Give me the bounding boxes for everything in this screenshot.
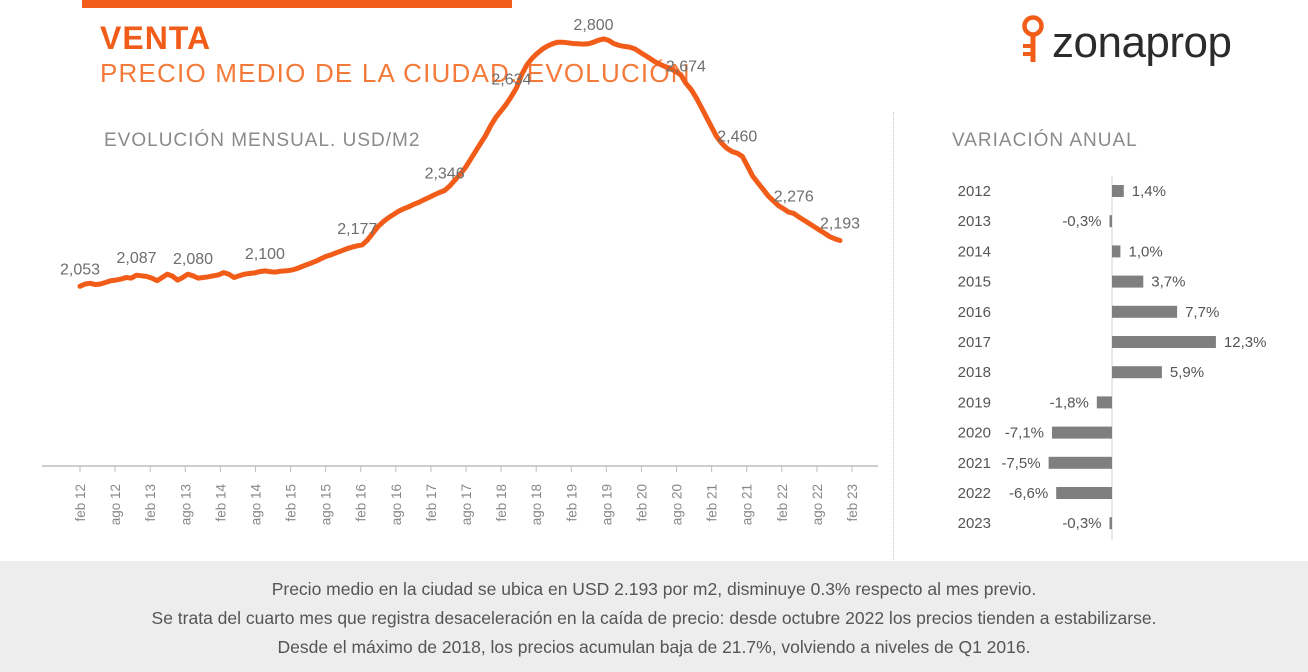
bar-value-label: 1,4% — [1132, 183, 1166, 200]
x-tick-label: feb 13 — [143, 484, 158, 522]
bar-category-label: 2018 — [958, 364, 991, 381]
data-label: 2,193 — [820, 216, 860, 233]
bar-category-label: 2021 — [958, 455, 991, 472]
x-tick-label: feb 14 — [213, 484, 228, 522]
x-tick-label: ago 12 — [108, 484, 123, 525]
bar-value-label: 3,7% — [1151, 274, 1185, 291]
bar — [1052, 426, 1112, 439]
x-tick-label: feb 19 — [564, 484, 579, 522]
data-label: 2,087 — [116, 250, 156, 267]
bar-category-label: 2022 — [958, 485, 991, 502]
zonaprop-logo: zonaprop — [1018, 14, 1268, 74]
page-title: VENTA — [100, 20, 212, 56]
bar-value-label: -7,5% — [1001, 455, 1040, 472]
bar-category-label: 2015 — [958, 274, 991, 291]
data-label: 2,346 — [425, 166, 465, 183]
data-label: 2,053 — [60, 261, 100, 278]
x-tick-label: feb 21 — [705, 484, 720, 522]
data-label: 2,674 — [666, 58, 706, 75]
bar-value-label: 5,9% — [1170, 364, 1204, 381]
bar — [1109, 517, 1112, 530]
bar-category-label: 2013 — [958, 213, 991, 230]
logo-wordmark: zonaprop — [1052, 18, 1232, 67]
footer-summary: Precio medio en la ciudad se ubica en US… — [0, 561, 1308, 672]
bar — [1112, 245, 1121, 258]
bar-category-label: 2014 — [958, 243, 991, 260]
x-tick-label: feb 17 — [424, 484, 439, 522]
top-accent-bar — [82, 0, 512, 8]
bar — [1112, 305, 1178, 318]
bar — [1112, 185, 1124, 197]
x-tick-label: ago 15 — [319, 484, 334, 525]
bar — [1112, 275, 1144, 288]
bar-category-label: 2023 — [958, 515, 991, 532]
data-label: 2,634 — [491, 71, 531, 88]
x-tick-label: feb 22 — [775, 484, 790, 522]
bar — [1112, 336, 1216, 348]
data-label: 2,177 — [337, 221, 377, 238]
bar-value-label: 12,3% — [1224, 334, 1267, 351]
footer-line-2: Se trata del cuarto mes que registra des… — [151, 608, 1157, 628]
panel-divider — [893, 112, 894, 562]
bar-category-label: 2016 — [958, 304, 991, 321]
data-label: 2,080 — [173, 251, 213, 268]
bar-value-label: -7,1% — [1005, 425, 1044, 442]
x-tick-label: ago 19 — [599, 484, 614, 525]
data-label: 2,276 — [774, 188, 814, 205]
bar-category-label: 2019 — [958, 394, 991, 411]
x-tick-label: feb 15 — [284, 484, 299, 522]
bar-value-label: 1,0% — [1129, 243, 1163, 260]
bar-category-label: 2012 — [958, 183, 991, 200]
bar-chart: 2012 1,4% 2013 -0,3% 2014 1,0% 2015 3,7% 2016 7,7… — [958, 176, 1267, 540]
line-chart-title: EVOLUCIÓN MENSUAL. USD/M2 — [104, 130, 421, 151]
bar-value-label: 7,7% — [1185, 304, 1219, 321]
bar-value-label: -0,3% — [1062, 515, 1101, 532]
data-label: 2,800 — [573, 17, 613, 34]
bar-value-label: -0,3% — [1062, 213, 1101, 230]
bar — [1096, 396, 1112, 409]
x-tick-label: ago 17 — [459, 484, 474, 525]
x-tick-label: feb 16 — [354, 484, 369, 522]
x-tick-label: ago 18 — [529, 484, 544, 525]
bar — [1048, 456, 1112, 469]
x-tick-label: feb 20 — [634, 484, 649, 522]
x-tick-label: ago 22 — [810, 484, 825, 525]
x-tick-label: feb 18 — [494, 484, 509, 522]
x-tick-label: ago 16 — [389, 484, 404, 525]
line-chart: 2,053 2,087 2,080 2,100 2,177 2,346 2,634 2,800… — [42, 17, 878, 526]
data-label: 2,100 — [245, 246, 285, 263]
x-tick-label: feb 12 — [73, 484, 88, 522]
footer-line-1: Precio medio en la ciudad se ubica en US… — [271, 579, 1037, 599]
bar-value-label: -6,6% — [1009, 485, 1048, 502]
x-tick-label: ago 21 — [740, 484, 755, 525]
x-tick-label: ago 14 — [248, 484, 263, 526]
x-tick-label: ago 13 — [178, 484, 193, 525]
bar — [1056, 487, 1112, 499]
bar-category-label: 2017 — [958, 334, 991, 351]
page-subtitle: PRECIO MEDIO DE LA CIUDAD. EVOLUCIÓN — [100, 58, 691, 88]
price-series-line — [77, 36, 843, 289]
bar — [1112, 366, 1162, 379]
x-tick-label: ago 20 — [670, 484, 685, 525]
bar-chart-title: VARIACIÓN ANUAL — [952, 130, 1138, 151]
bar-value-label: -1,8% — [1050, 394, 1089, 411]
bar — [1109, 215, 1112, 228]
x-tick-label: feb 23 — [845, 484, 860, 522]
data-label: 2,460 — [717, 128, 757, 145]
key-icon — [1022, 15, 1044, 62]
footer-line-3: Desde el máximo de 2018, los precios acu… — [277, 637, 1031, 657]
bar-category-label: 2020 — [958, 425, 991, 442]
